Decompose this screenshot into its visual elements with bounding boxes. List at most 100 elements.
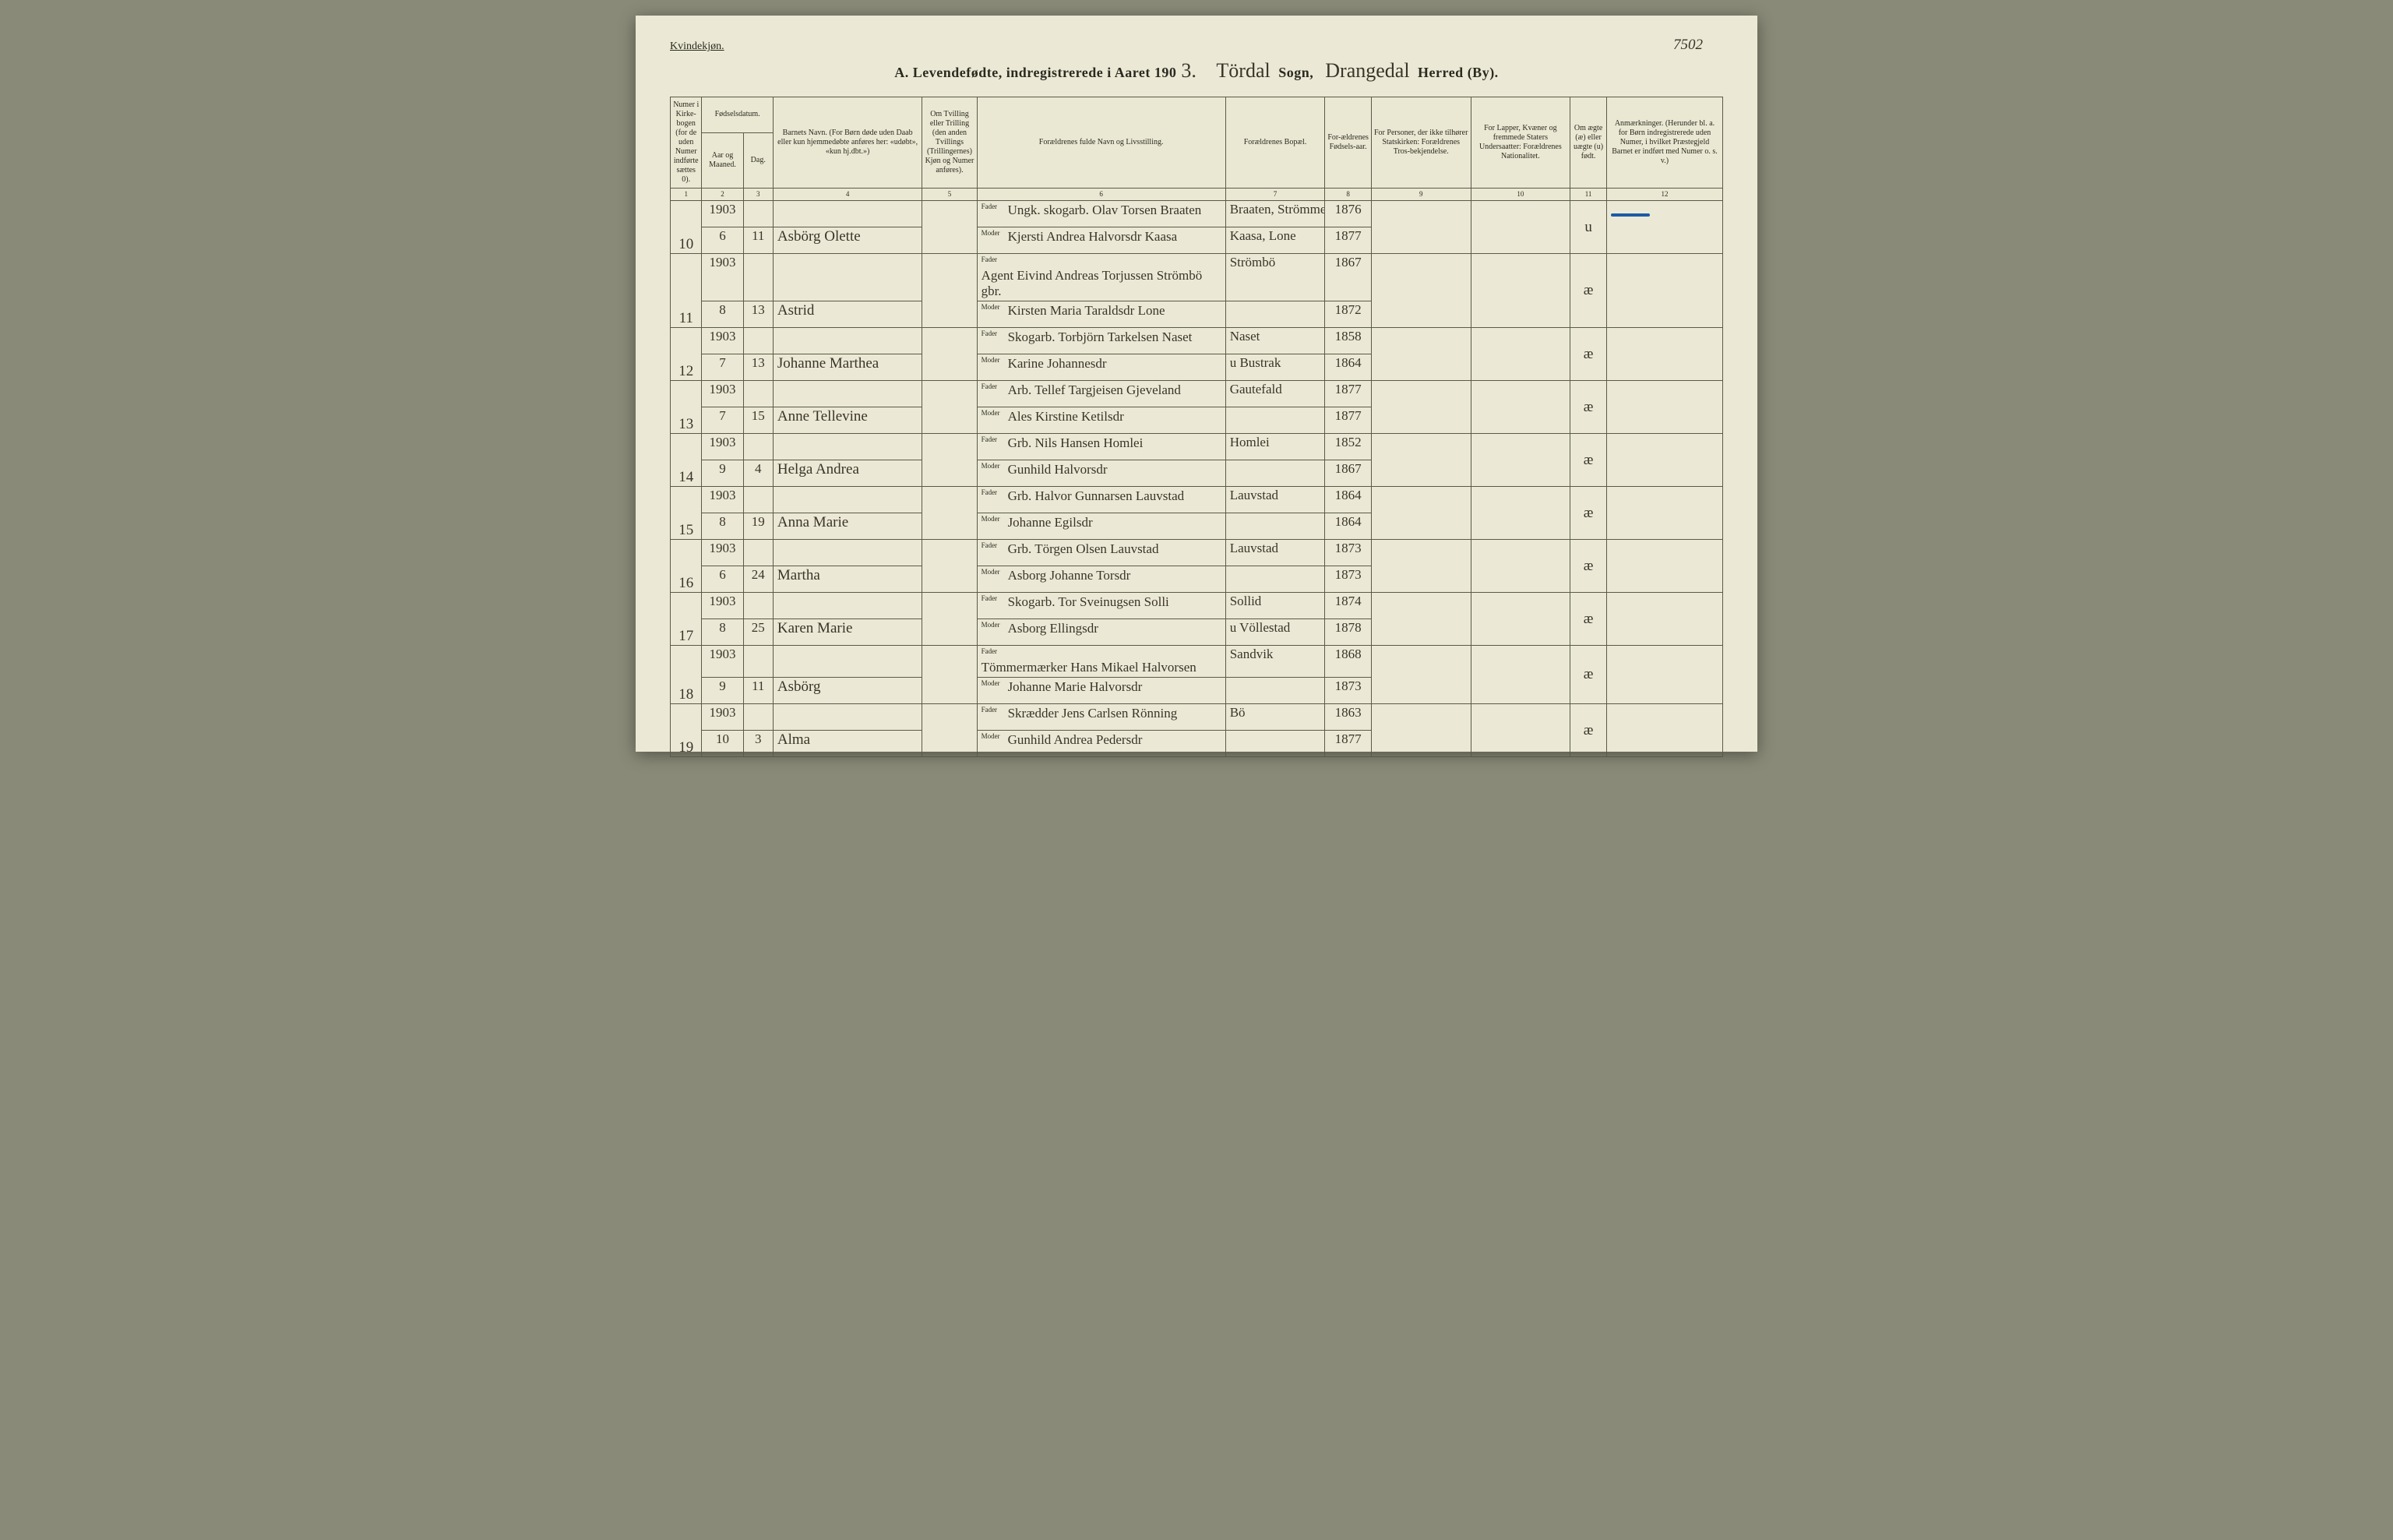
mother-cell: ModerKarine Johannesdr bbox=[977, 354, 1225, 380]
mother-label: Moder bbox=[982, 568, 1008, 576]
faith-cell bbox=[1371, 380, 1471, 433]
title-prefix: A. Levendefødte, indregistrerede i Aaret… bbox=[894, 65, 1176, 80]
blank bbox=[773, 486, 922, 513]
child-name: Anne Tellevine bbox=[773, 407, 922, 433]
table-row: 111903FaderAgent Eivind Andreas Torjusse… bbox=[671, 253, 1723, 301]
residence-father: Sollid bbox=[1225, 592, 1325, 618]
father-name: Grb. Nils Hansen Homlei bbox=[1008, 435, 1144, 451]
mother-name: Ales Kirstine Ketilsdr bbox=[1008, 409, 1124, 425]
residence-father: Lauvstad bbox=[1225, 486, 1325, 513]
legitimacy: æ bbox=[1570, 592, 1607, 645]
col-header-4: Barnets Navn. (For Børn døde uden Daab e… bbox=[773, 97, 922, 189]
mother-name: Kjersti Andrea Halvorsdr Kaasa bbox=[1008, 229, 1178, 245]
entry-number: 19 bbox=[671, 703, 702, 756]
entry-number: 12 bbox=[671, 327, 702, 380]
entry-number: 14 bbox=[671, 433, 702, 486]
mother-birthyear: 1877 bbox=[1325, 407, 1372, 433]
blank bbox=[743, 645, 773, 677]
blank bbox=[773, 200, 922, 227]
faith-cell bbox=[1371, 645, 1471, 703]
remark-cell bbox=[1606, 200, 1722, 253]
table-row: 171903FaderSkogarb. Tor Sveinugsen Solli… bbox=[671, 592, 1723, 618]
table-header: Numer i Kirke-bogen (for de uden Numer i… bbox=[671, 97, 1723, 201]
father-label: Fader bbox=[982, 706, 1008, 714]
remark-cell bbox=[1606, 433, 1722, 486]
residence-mother: u Bustrak bbox=[1225, 354, 1325, 380]
col-header-11: Om ægte (æ) eller uægte (u) født. bbox=[1570, 97, 1607, 189]
mother-cell: ModerAsborg Johanne Torsdr bbox=[977, 566, 1225, 592]
blank bbox=[773, 327, 922, 354]
legitimacy: æ bbox=[1570, 486, 1607, 539]
residence-mother bbox=[1225, 460, 1325, 486]
birth-month: 8 bbox=[702, 301, 743, 327]
table-row: 161903FaderGrb. Törgen Olsen LauvstadLau… bbox=[671, 539, 1723, 566]
remark-cell bbox=[1606, 380, 1722, 433]
remark-cell bbox=[1606, 592, 1722, 645]
father-label: Fader bbox=[982, 647, 1008, 655]
blank bbox=[773, 703, 922, 730]
father-cell: FaderUngk. skogarb. Olav Torsen Braaten bbox=[977, 200, 1225, 227]
father-label: Fader bbox=[982, 541, 1008, 549]
col-header-date-group: Fødselsdatum. bbox=[702, 97, 773, 133]
birth-year: 1903 bbox=[702, 703, 743, 730]
colnum: 10 bbox=[1471, 189, 1570, 201]
faith-cell bbox=[1371, 539, 1471, 592]
residence-father: Braaten, Strömme bbox=[1225, 200, 1325, 227]
blank bbox=[773, 380, 922, 407]
mother-cell: ModerAles Kirstine Ketilsdr bbox=[977, 407, 1225, 433]
nationality-cell bbox=[1471, 645, 1570, 703]
birth-year: 1903 bbox=[702, 380, 743, 407]
colnum: 12 bbox=[1606, 189, 1722, 201]
nationality-cell bbox=[1471, 433, 1570, 486]
nationality-cell bbox=[1471, 380, 1570, 433]
mother-label: Moder bbox=[982, 409, 1008, 417]
mother-birthyear: 1864 bbox=[1325, 513, 1372, 539]
ledger-table: Numer i Kirke-bogen (for de uden Numer i… bbox=[670, 97, 1723, 757]
father-name: Skogarb. Torbjörn Tarkelsen Naset bbox=[1008, 329, 1193, 345]
mother-label: Moder bbox=[982, 356, 1008, 364]
blank bbox=[773, 645, 922, 677]
entry-number: 18 bbox=[671, 645, 702, 703]
father-cell: FaderSkogarb. Torbjörn Tarkelsen Naset bbox=[977, 327, 1225, 354]
title-year: 3. bbox=[1176, 59, 1201, 82]
mother-cell: ModerGunhild Andrea Pedersdr bbox=[977, 730, 1225, 756]
blue-mark-icon bbox=[1611, 213, 1650, 217]
faith-cell bbox=[1371, 703, 1471, 756]
father-cell: FaderSkogarb. Tor Sveinugsen Solli bbox=[977, 592, 1225, 618]
nationality-cell bbox=[1471, 327, 1570, 380]
birth-day: 4 bbox=[743, 460, 773, 486]
father-label: Fader bbox=[982, 255, 1008, 263]
legitimacy: æ bbox=[1570, 433, 1607, 486]
column-number-row: 1 2 3 4 5 6 7 8 9 10 11 12 bbox=[671, 189, 1723, 201]
birth-day: 3 bbox=[743, 730, 773, 756]
mother-birthyear: 1877 bbox=[1325, 227, 1372, 253]
table-row: 191903FaderSkrædder Jens Carlsen Rönning… bbox=[671, 703, 1723, 730]
entry-number: 11 bbox=[671, 253, 702, 327]
blank bbox=[773, 539, 922, 566]
twin-cell bbox=[922, 645, 977, 703]
residence-father: Gautefald bbox=[1225, 380, 1325, 407]
father-name: Skrædder Jens Carlsen Rönning bbox=[1008, 706, 1178, 721]
table-body: 10 1903 FaderUngk. skogarb. Olav Torsen Br… bbox=[671, 200, 1723, 756]
father-cell: FaderArb. Tellef Targjeisen Gjeveland bbox=[977, 380, 1225, 407]
father-name: Agent Eivind Andreas Torjussen Strömbö g… bbox=[982, 268, 1221, 299]
father-birthyear: 1874 bbox=[1325, 592, 1372, 618]
colnum: 11 bbox=[1570, 189, 1607, 201]
father-label: Fader bbox=[982, 329, 1008, 337]
mother-birthyear: 1873 bbox=[1325, 677, 1372, 703]
nationality-cell bbox=[1471, 253, 1570, 327]
residence-mother: u Völlestad bbox=[1225, 618, 1325, 645]
mother-name: Gunhild Andrea Pedersdr bbox=[1008, 732, 1143, 748]
table-row: 101903FaderUngk. skogarb. Olav Torsen Br… bbox=[671, 200, 1723, 227]
father-cell: FaderSkrædder Jens Carlsen Rönning bbox=[977, 703, 1225, 730]
twin-cell bbox=[922, 200, 977, 253]
birth-year: 1903 bbox=[702, 645, 743, 677]
mother-birthyear: 1867 bbox=[1325, 460, 1372, 486]
twin-cell bbox=[922, 703, 977, 756]
mother-label: Moder bbox=[982, 229, 1008, 237]
page-number: 7502 bbox=[1673, 37, 1703, 52]
entry-number: 10 bbox=[671, 200, 702, 253]
birth-day: 13 bbox=[743, 354, 773, 380]
father-label: Fader bbox=[982, 382, 1008, 390]
mother-cell: ModerGunhild Halvorsdr bbox=[977, 460, 1225, 486]
